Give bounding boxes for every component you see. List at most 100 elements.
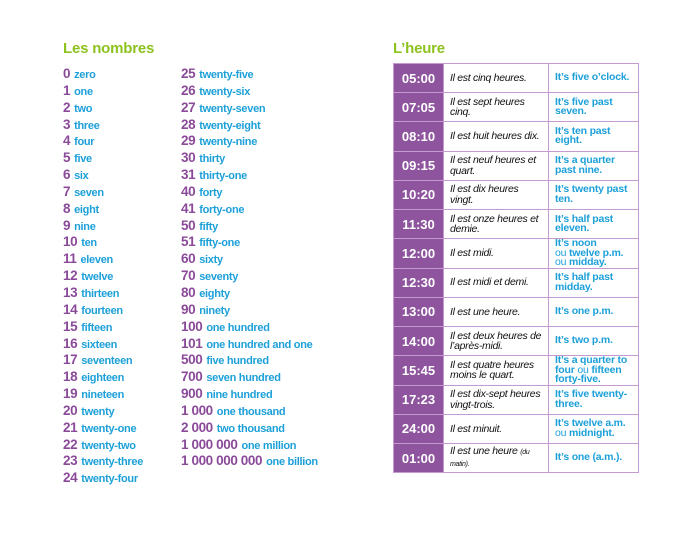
number-digits: 7	[63, 183, 71, 199]
time-section-title: L’heure	[393, 40, 445, 57]
number-word: twenty-four	[81, 473, 138, 486]
time-value: 12:00	[393, 238, 444, 269]
time-value: 24:00	[393, 413, 444, 445]
number-digits: 1 000	[181, 402, 213, 418]
number-word: seven	[74, 186, 104, 199]
number-word: sixty	[199, 254, 223, 267]
number-row: 30 thirty	[181, 150, 318, 167]
or-connector: ou	[555, 426, 567, 439]
number-digits: 30	[181, 150, 196, 166]
number-row: 12 twelve	[63, 268, 143, 285]
number-digits: 40	[181, 183, 196, 199]
french-note: (du matin).	[450, 448, 530, 469]
or-connector: ou	[555, 256, 567, 269]
number-row: 51 fifty-one	[181, 234, 318, 251]
number-row: 11 eleven	[63, 251, 143, 268]
english-phrase: It’s one (a.m.).	[548, 443, 639, 474]
or-connector: ou	[577, 363, 589, 376]
french-phrase: Il est huit heures dix.	[443, 121, 549, 152]
english-phrase: It’s five o’clock.	[548, 62, 639, 94]
number-word: one	[74, 85, 93, 98]
number-digits: 2 000	[181, 419, 213, 435]
number-row: 8 eight	[63, 201, 143, 218]
number-word: ten	[81, 237, 97, 250]
time-row: 12:30 Il est midi et demi. It’s half past …	[393, 267, 639, 298]
number-row: 26 twenty-six	[181, 83, 318, 100]
numbers-section-title: Les nombres	[63, 40, 155, 57]
number-row: 23 twenty-three	[63, 453, 143, 470]
number-digits: 18	[63, 369, 78, 385]
number-row: 900 nine hundred	[181, 386, 318, 403]
number-digits: 101	[181, 335, 203, 351]
time-row: 24:00 Il est minuit. It’s twelve a.m. ou mi…	[393, 413, 639, 445]
number-word: thirty-one	[199, 170, 247, 183]
number-row: 41 forty-one	[181, 201, 318, 218]
english-text: fifteen forty-five.	[555, 363, 622, 386]
number-word: twenty-two	[81, 439, 136, 452]
time-row: 12:00 Il est midi. It’s noon ou twelve p.m.…	[393, 238, 639, 269]
number-word: twenty-nine	[199, 136, 258, 149]
number-digits: 3	[63, 116, 71, 132]
number-digits: 14	[63, 301, 78, 317]
number-row: 60 sixty	[181, 251, 318, 268]
number-word: one hundred	[206, 321, 270, 334]
number-row: 13 thirteen	[63, 285, 143, 302]
number-word: thirteen	[81, 287, 120, 300]
number-digits: 5	[63, 150, 71, 166]
number-word: two	[74, 102, 93, 115]
french-text: Il est dix-sept heures vingt-trois.	[450, 388, 541, 411]
french-text: Il est sept heures cinq.	[450, 95, 525, 119]
number-row: 7 seven	[63, 184, 143, 201]
number-word: fifteen	[81, 321, 113, 334]
number-word: twenty-seven	[199, 102, 266, 115]
french-text: Il est une heure.	[450, 305, 521, 318]
number-word: twenty-three	[81, 456, 144, 469]
number-digits: 100	[181, 318, 203, 334]
number-word: zero	[74, 69, 96, 81]
time-value: 08:10	[393, 121, 444, 152]
time-row: 08:10 Il est huit heures dix. It’s ten pas…	[393, 121, 639, 152]
english-text: It’s half past midday.	[555, 271, 614, 293]
number-word: fifty	[199, 220, 218, 233]
number-word: twenty-eight	[199, 119, 261, 132]
number-digits: 41	[181, 200, 196, 216]
time-value: 10:20	[393, 179, 444, 210]
number-digits: 17	[63, 352, 78, 368]
number-row: 40 forty	[181, 184, 318, 201]
time-value: 14:00	[393, 325, 444, 357]
time-row: 01:00 Il est une heure (du matin). It’s on…	[393, 443, 639, 474]
number-digits: 19	[63, 386, 78, 402]
french-text: Il est midi et demi.	[450, 276, 529, 289]
number-digits: 700	[181, 369, 203, 385]
time-row: 05:00 Il est cinq heures. It’s five o’cloc…	[393, 62, 639, 94]
number-word: seventeen	[81, 355, 133, 368]
number-row: 70 seventy	[181, 268, 318, 285]
time-row: 11:30 Il est onze heures et demie. It’s ha…	[393, 208, 639, 240]
number-word: seventy	[199, 271, 239, 284]
number-row: 1 one	[63, 83, 143, 100]
number-digits: 10	[63, 234, 78, 250]
english-phrase: It’s twenty past ten.	[548, 179, 639, 210]
english-text: It’s five twenty-three.	[555, 388, 628, 410]
french-phrase: Il est quatre heures moins le quart.	[443, 355, 549, 386]
french-text: Il est onze heures et demie.	[450, 212, 539, 236]
number-word: nine	[74, 220, 96, 233]
number-row: 100 one hundred	[181, 319, 318, 336]
number-row: 2 000 two thousand	[181, 420, 318, 437]
number-row: 28 twenty-eight	[181, 117, 318, 134]
number-row: 24 twenty-four	[63, 470, 143, 487]
number-row: 2 two	[63, 100, 143, 117]
english-phrase: It’s a quarter to four ou fifteen forty-…	[548, 355, 639, 386]
english-text: midday.	[569, 256, 607, 269]
time-row: 15:45 Il est quatre heures moins le quart…	[393, 355, 639, 386]
french-phrase: Il est dix-sept heures vingt-trois.	[443, 384, 549, 415]
french-phrase: Il est midi et demi.	[443, 267, 549, 298]
french-text: Il est minuit.	[450, 422, 502, 435]
number-digits: 1	[63, 82, 71, 98]
number-row: 19 nineteen	[63, 386, 143, 403]
number-digits: 80	[181, 284, 196, 300]
french-phrase: Il est sept heures cinq.	[443, 92, 549, 123]
number-row: 27 twenty-seven	[181, 100, 318, 117]
number-row: 4 four	[63, 133, 143, 150]
number-digits: 4	[63, 133, 71, 149]
